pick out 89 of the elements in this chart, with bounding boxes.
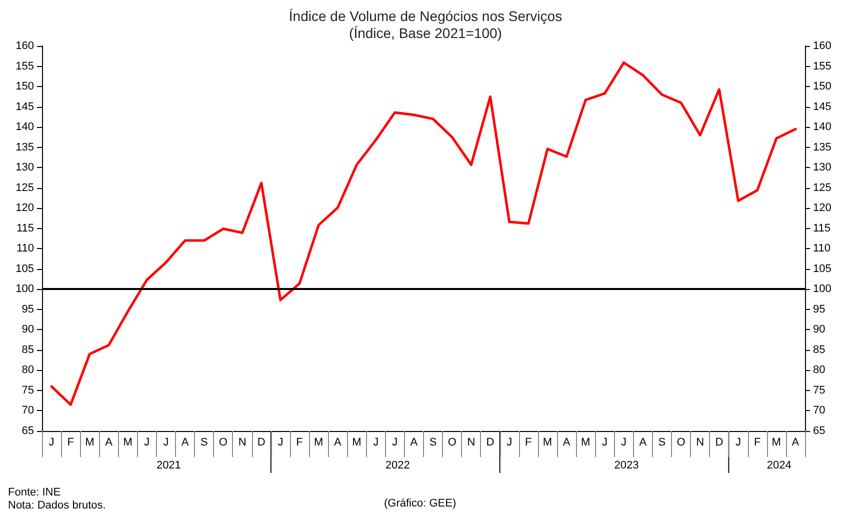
y-tick-label: 75 — [22, 384, 34, 396]
y2-tick-label: 150 — [813, 80, 832, 93]
x-tick-label: F — [67, 436, 74, 448]
y2-tick-label: 145 — [813, 100, 832, 113]
x-tick-label: J — [735, 436, 741, 448]
x-tick-label: M — [85, 436, 94, 448]
x-tick-label: A — [562, 436, 571, 448]
y2-tick-label: 125 — [813, 182, 832, 194]
x-tick-label: A — [181, 436, 190, 448]
x-tick-label: N — [696, 436, 704, 448]
y2-tick-label: 75 — [813, 384, 826, 396]
y2-tick-label: 140 — [813, 121, 832, 134]
y2-tick-label: 105 — [813, 262, 832, 275]
text: 2024 — [766, 460, 792, 472]
y-tick-label: 85 — [22, 344, 34, 356]
y2-tick-label: 85 — [813, 344, 826, 356]
y-tick-label: 100 — [16, 283, 34, 296]
x-tick-label: J — [506, 436, 512, 448]
x-tick-label: S — [658, 436, 666, 448]
text: 2023 — [614, 460, 639, 472]
x-tick-label: A — [410, 436, 418, 448]
x-tick-label: M — [581, 436, 590, 448]
y2-tick-label: 90 — [813, 324, 826, 336]
x-tick-label: F — [296, 436, 304, 448]
y2-tick-label: 100 — [813, 283, 832, 296]
text: (Gráfico: GEE) — [384, 498, 456, 510]
y-tick-label: 145 — [16, 100, 34, 113]
y2-tick-label: 130 — [813, 162, 832, 174]
x-tick-label: M — [314, 436, 324, 448]
x-tick-label: J — [278, 436, 284, 448]
y-tick-label: 135 — [16, 141, 34, 154]
x-tick-label: O — [218, 436, 228, 448]
y2-tick-label: 120 — [813, 202, 832, 214]
y-tick-label: 110 — [16, 242, 34, 255]
x-tick-label: O — [676, 436, 686, 448]
y2-tick-label: 110 — [813, 242, 831, 255]
x-tick-label: M — [772, 436, 781, 448]
x-tick-label: J — [602, 436, 608, 448]
y2-tick-label: 135 — [813, 141, 832, 154]
y2-tick-label: 80 — [813, 364, 826, 376]
text: Nota: Dados brutos. — [8, 500, 106, 512]
x-tick-label: J — [621, 436, 627, 448]
y-tick-label: 150 — [16, 80, 34, 93]
x-tick-label: D — [257, 436, 266, 448]
text: 2022 — [385, 460, 410, 472]
y2-tick-label: 155 — [813, 60, 832, 72]
text: 2021 — [156, 460, 181, 472]
x-tick-label: D — [715, 436, 724, 448]
y2-tick-label: 160 — [813, 40, 832, 52]
x-tick-label: D — [486, 436, 494, 448]
x-tick-label: J — [163, 436, 169, 448]
x-tick-label: A — [105, 436, 114, 448]
y-tick-label: 160 — [16, 40, 34, 52]
x-tick-label: A — [639, 436, 648, 448]
y-tick-label: 120 — [16, 202, 34, 214]
x-tick-label: J — [48, 436, 54, 448]
y-tick-label: 95 — [22, 303, 34, 316]
y-tick-label: 125 — [16, 182, 34, 194]
y-tick-label: 115 — [16, 222, 34, 234]
x-tick-label: J — [144, 436, 150, 448]
y-tick-label: 130 — [16, 162, 34, 174]
x-tick-label: O — [448, 436, 457, 448]
y2-tick-label: 65 — [813, 425, 826, 437]
x-tick-label: F — [754, 436, 761, 448]
y-tick-label: 65 — [22, 425, 34, 437]
y2-tick-label: 95 — [813, 303, 826, 316]
x-tick-label: M — [352, 436, 362, 448]
y-tick-label: 155 — [16, 60, 34, 72]
y-tick-label: 70 — [22, 404, 34, 417]
x-tick-label: J — [373, 436, 379, 448]
x-tick-label: S — [200, 436, 208, 448]
y-tick-label: 90 — [22, 324, 34, 336]
x-tick-label: F — [525, 436, 532, 448]
x-tick-label: N — [467, 436, 476, 448]
y-tick-label: 140 — [16, 121, 34, 134]
y2-tick-label: 115 — [813, 222, 831, 234]
y-tick-label: 105 — [16, 262, 34, 275]
x-tick-label: A — [334, 436, 342, 448]
source-note: Fonte: INE — [8, 486, 61, 498]
x-tick-label: A — [792, 436, 800, 448]
x-tick-label: N — [238, 436, 246, 448]
x-tick-label: S — [429, 436, 437, 448]
chart-subtitle: (Índice, Base 2021=100) — [349, 25, 502, 41]
y2-tick-label: 70 — [813, 404, 826, 417]
y-tick-label: 80 — [22, 364, 34, 376]
x-tick-label: J — [392, 436, 398, 448]
chart-title: Índice de Volume de Negócios nos Serviços — [288, 8, 562, 24]
x-tick-label: M — [542, 436, 552, 448]
x-tick-label: M — [123, 436, 132, 448]
